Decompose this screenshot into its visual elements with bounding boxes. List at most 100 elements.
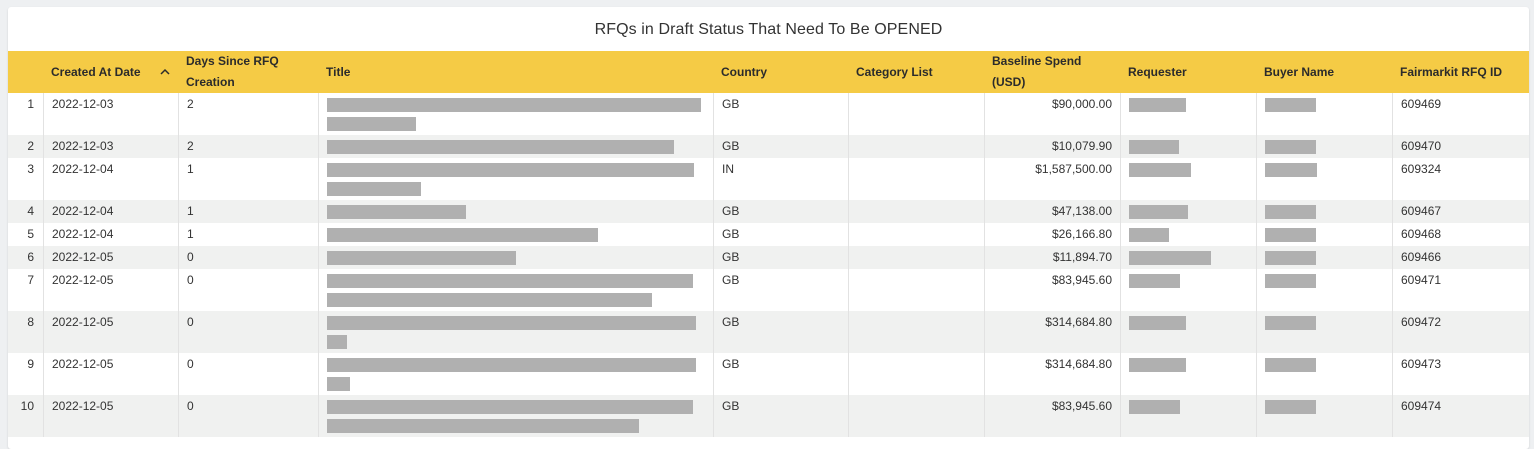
redacted-text bbox=[1129, 140, 1179, 154]
cell-days: 0 bbox=[178, 246, 318, 269]
cell-category bbox=[848, 395, 984, 437]
column-header-label: Fairmarkit RFQ ID bbox=[1400, 64, 1503, 79]
redacted-text bbox=[1129, 274, 1180, 288]
redacted-text bbox=[1129, 358, 1186, 372]
rfq-table: Created At Date Days Since RFQ Creation Ti… bbox=[8, 51, 1529, 437]
cell-requester bbox=[1120, 246, 1256, 269]
redacted-text bbox=[327, 377, 350, 391]
cell-buyer bbox=[1256, 311, 1392, 353]
cell-title bbox=[318, 200, 713, 223]
cell-created: 2022-12-04 bbox=[43, 223, 178, 246]
table-row[interactable]: 10 2022-12-05 0 GB $83,945.60 609474 bbox=[8, 395, 1529, 437]
redacted-text bbox=[327, 251, 516, 265]
table-card: RFQs in Draft Status That Need To Be OPE… bbox=[8, 7, 1529, 449]
table-row[interactable]: 6 2022-12-05 0 GB $11,894.70 609466 bbox=[8, 246, 1529, 269]
cell-spend: $10,079.90 bbox=[984, 135, 1120, 158]
cell-category bbox=[848, 93, 984, 135]
table-header: Created At Date Days Since RFQ Creation Ti… bbox=[8, 51, 1529, 93]
cell-buyer bbox=[1256, 93, 1392, 135]
column-header-spend[interactable]: Baseline Spend (USD) bbox=[984, 51, 1120, 93]
cell-requester bbox=[1120, 93, 1256, 135]
cell-days: 2 bbox=[178, 135, 318, 158]
cell-spend: $1,587,500.00 bbox=[984, 158, 1120, 200]
column-header-country[interactable]: Country bbox=[713, 51, 848, 93]
cell-requester bbox=[1120, 223, 1256, 246]
cell-requester bbox=[1120, 395, 1256, 437]
cell-rfqid: 609468 bbox=[1392, 223, 1529, 246]
cell-country: GB bbox=[713, 93, 848, 135]
cell-spend: $314,684.80 bbox=[984, 311, 1120, 353]
cell-rfqid: 609324 bbox=[1392, 158, 1529, 200]
table-row[interactable]: 4 2022-12-04 1 GB $47,138.00 609467 bbox=[8, 200, 1529, 223]
column-header-label: Title bbox=[326, 64, 351, 79]
column-header-days[interactable]: Days Since RFQ Creation bbox=[178, 51, 318, 93]
cell-rn: 1 bbox=[27, 97, 34, 111]
cell-created: 2022-12-05 bbox=[43, 269, 178, 311]
cell-spend: $47,138.00 bbox=[984, 200, 1120, 223]
cell-country: GB bbox=[713, 246, 848, 269]
cell-buyer bbox=[1256, 246, 1392, 269]
redacted-text bbox=[1265, 358, 1316, 372]
cell-created: 2022-12-05 bbox=[43, 246, 178, 269]
cell-spend: $11,894.70 bbox=[984, 246, 1120, 269]
cell-created: 2022-12-05 bbox=[43, 311, 178, 353]
cell-created: 2022-12-05 bbox=[43, 395, 178, 437]
cell-country: GB bbox=[713, 395, 848, 437]
redacted-text bbox=[1129, 205, 1188, 219]
cell-country: GB bbox=[713, 353, 848, 395]
cell-requester bbox=[1120, 158, 1256, 200]
redacted-text bbox=[1265, 400, 1316, 414]
redacted-text bbox=[1265, 316, 1316, 330]
table-row[interactable]: 5 2022-12-04 1 GB $26,166.80 609468 bbox=[8, 223, 1529, 246]
table-row[interactable]: 1 2022-12-03 2 GB $90,000.00 609469 bbox=[8, 93, 1529, 135]
redacted-text bbox=[1129, 251, 1211, 265]
cell-country: GB bbox=[713, 135, 848, 158]
column-header-rfqid[interactable]: Fairmarkit RFQ ID bbox=[1392, 51, 1529, 93]
column-header-label: Buyer Name bbox=[1264, 64, 1335, 79]
cell-days: 0 bbox=[178, 311, 318, 353]
redacted-text bbox=[327, 335, 347, 349]
redacted-text bbox=[1265, 251, 1316, 265]
table-row[interactable]: 7 2022-12-05 0 GB $83,945.60 609471 bbox=[8, 269, 1529, 311]
column-header-buyer[interactable]: Buyer Name bbox=[1256, 51, 1392, 93]
cell-buyer bbox=[1256, 158, 1392, 200]
table-row[interactable]: 2 2022-12-03 2 GB $10,079.90 609470 bbox=[8, 135, 1529, 158]
redacted-text bbox=[327, 140, 674, 154]
cell-title bbox=[318, 269, 713, 311]
cell-rn: 9 bbox=[27, 357, 34, 371]
cell-spend: $83,945.60 bbox=[984, 269, 1120, 311]
cell-category bbox=[848, 246, 984, 269]
cell-rn: 2 bbox=[27, 139, 34, 153]
redacted-text bbox=[327, 228, 598, 242]
redacted-text bbox=[1265, 163, 1317, 177]
chevron-up-icon[interactable] bbox=[160, 62, 170, 83]
column-header-requester[interactable]: Requester bbox=[1120, 51, 1256, 93]
redacted-text bbox=[1129, 228, 1169, 242]
redacted-text bbox=[327, 316, 696, 330]
cell-category bbox=[848, 311, 984, 353]
cell-category bbox=[848, 353, 984, 395]
cell-title bbox=[318, 246, 713, 269]
column-header-category[interactable]: Category List bbox=[848, 51, 984, 93]
column-header-rn bbox=[8, 51, 43, 93]
redacted-text bbox=[327, 293, 652, 307]
cell-rfqid: 609470 bbox=[1392, 135, 1529, 158]
table-row[interactable]: 3 2022-12-04 1 IN $1,587,500.00 609324 bbox=[8, 158, 1529, 200]
redacted-text bbox=[327, 205, 466, 219]
redacted-text bbox=[1129, 400, 1180, 414]
cell-days: 1 bbox=[178, 200, 318, 223]
column-header-created[interactable]: Created At Date bbox=[43, 51, 178, 93]
table-row[interactable]: 8 2022-12-05 0 GB $314,684.80 609472 bbox=[8, 311, 1529, 353]
cell-rn: 10 bbox=[20, 399, 34, 413]
cell-requester bbox=[1120, 311, 1256, 353]
cell-rn: 5 bbox=[27, 227, 34, 241]
cell-buyer bbox=[1256, 353, 1392, 395]
cell-days: 1 bbox=[178, 158, 318, 200]
cell-rfqid: 609471 bbox=[1392, 269, 1529, 311]
column-header-title[interactable]: Title bbox=[318, 51, 713, 93]
table-row[interactable]: 9 2022-12-05 0 GB $314,684.80 609473 bbox=[8, 353, 1529, 395]
redacted-text bbox=[327, 274, 693, 288]
cell-buyer bbox=[1256, 269, 1392, 311]
cell-rfqid: 609467 bbox=[1392, 200, 1529, 223]
column-header-label: Created At Date bbox=[51, 64, 141, 79]
